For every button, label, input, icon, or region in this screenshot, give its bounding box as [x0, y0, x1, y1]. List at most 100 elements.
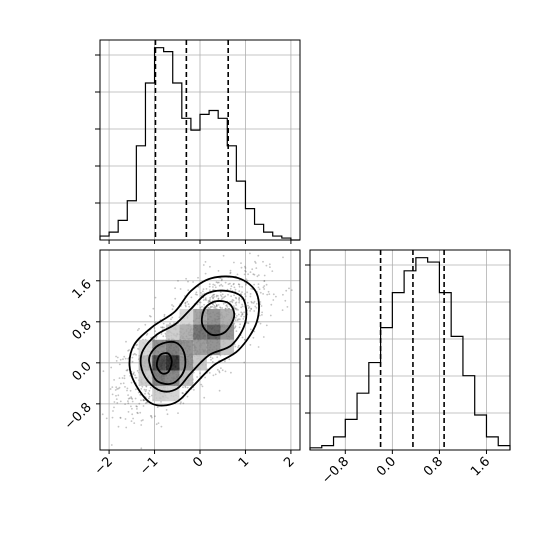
scatter-point — [110, 444, 113, 446]
scatter-point — [201, 385, 204, 388]
scatter-point — [200, 383, 203, 386]
scatter-point — [211, 361, 214, 363]
scatter-point — [202, 288, 205, 290]
scatter-point — [260, 305, 263, 307]
scatter-point — [125, 340, 127, 343]
scatter-point — [139, 411, 142, 414]
scatter-point — [170, 318, 172, 321]
scatter-point — [228, 358, 231, 361]
density-cell — [179, 324, 194, 340]
scatter-point — [237, 318, 240, 320]
scatter-point — [119, 417, 122, 419]
scatter-point — [236, 273, 239, 276]
scatter-point — [130, 405, 132, 408]
scatter-point — [207, 301, 210, 304]
scatter-point — [144, 390, 147, 393]
scatter-point — [185, 305, 187, 308]
scatter-point — [208, 372, 211, 374]
contour-line-level-3 — [200, 300, 236, 337]
scatter-point — [281, 309, 284, 311]
scatter-point — [124, 386, 126, 388]
scatter-point — [230, 300, 233, 303]
scatter-point — [235, 307, 238, 310]
scatter-point — [218, 284, 221, 287]
scatter-point — [257, 346, 260, 348]
density-cell — [152, 385, 166, 402]
scatter-point — [177, 412, 179, 414]
scatter-point — [114, 389, 117, 391]
scatter-point — [177, 280, 179, 282]
scatter-point — [233, 286, 236, 289]
density-cell — [220, 324, 235, 340]
scatter-point — [272, 293, 275, 296]
joint-xtick-label: 2 — [281, 454, 297, 470]
scatter-point — [219, 277, 222, 279]
scatter-point — [238, 290, 241, 292]
scatter-point — [247, 273, 250, 276]
scatter-point — [234, 288, 237, 291]
scatter-point — [211, 294, 214, 297]
scatter-point — [135, 376, 138, 379]
scatter-point — [136, 405, 138, 408]
scatter-point — [237, 313, 240, 316]
scatter-point — [243, 273, 246, 276]
scatter-point — [235, 301, 238, 304]
scatter-point — [149, 386, 152, 389]
scatter-point — [238, 300, 241, 302]
scatter-point — [123, 377, 126, 380]
scatter-point — [131, 400, 134, 403]
scatter-point — [208, 307, 211, 309]
scatter-point — [234, 326, 237, 329]
scatter-point — [268, 293, 271, 295]
scatter-point — [171, 316, 174, 319]
scatter-point — [171, 304, 173, 306]
scatter-point — [110, 366, 113, 369]
scatter-point — [186, 386, 189, 389]
scatter-point — [142, 399, 145, 402]
scatter-point — [216, 368, 219, 371]
scatter-point — [212, 296, 214, 299]
scatter-point — [285, 289, 288, 292]
scatter-point — [122, 358, 124, 361]
scatter-point — [115, 398, 118, 400]
scatter-point — [154, 415, 156, 418]
scatter-point — [235, 316, 237, 319]
scatter-point — [216, 281, 219, 284]
scatter-point — [192, 281, 195, 283]
scatter-point — [181, 392, 184, 394]
scatter-point — [229, 282, 231, 285]
scatter-point — [217, 297, 220, 300]
scatter-point — [221, 278, 223, 281]
scatter-point — [262, 336, 265, 338]
scatter-point — [268, 263, 271, 266]
scatter-point — [148, 389, 151, 392]
scatter-point — [138, 402, 141, 405]
scatter-point — [234, 345, 237, 348]
scatter-point — [127, 349, 129, 352]
scatter-point — [165, 409, 168, 411]
scatter-point — [123, 374, 126, 377]
scatter-point — [135, 344, 138, 347]
scatter-point — [229, 271, 232, 274]
marginal-y-xtick-label: −0.8 — [319, 454, 352, 487]
scatter-point — [135, 405, 138, 408]
scatter-point — [113, 379, 115, 381]
scatter-point — [139, 394, 142, 396]
scatter-point — [244, 338, 246, 341]
scatter-point — [241, 291, 243, 293]
scatter-point — [118, 377, 121, 379]
scatter-point — [219, 294, 222, 296]
scatter-point — [119, 400, 122, 403]
scatter-point — [215, 281, 218, 283]
scatter-point — [187, 280, 189, 283]
scatter-point — [118, 363, 121, 366]
scatter-point — [154, 321, 157, 324]
scatter-point — [254, 262, 257, 264]
scatter-point — [213, 296, 216, 298]
scatter-point — [161, 326, 164, 329]
scatter-point — [233, 261, 235, 264]
scatter-point — [182, 392, 184, 395]
scatter-point — [117, 425, 120, 428]
scatter-point — [163, 315, 166, 318]
scatter-point — [238, 283, 241, 286]
